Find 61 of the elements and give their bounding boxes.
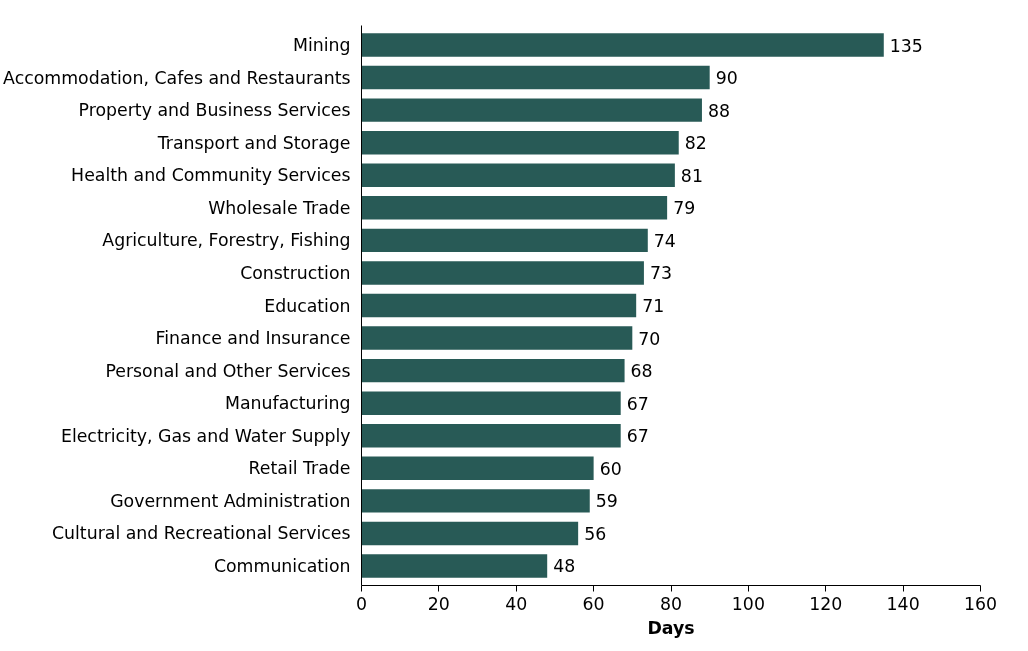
data-label: 56 bbox=[584, 523, 607, 544]
data-label: 68 bbox=[630, 361, 653, 382]
x-tick-label: 40 bbox=[505, 593, 528, 614]
data-label: 48 bbox=[553, 556, 576, 577]
y-tick-label: Government Administration bbox=[110, 490, 351, 511]
y-tick-label: Retail Trade bbox=[248, 458, 351, 479]
bar bbox=[361, 65, 710, 90]
data-label: 81 bbox=[680, 165, 703, 186]
bar bbox=[361, 33, 884, 57]
x-tick-label: 100 bbox=[731, 593, 765, 614]
x-axis-title: Days bbox=[647, 617, 695, 638]
data-label: 59 bbox=[595, 491, 618, 512]
data-label: 73 bbox=[649, 263, 672, 284]
bar bbox=[361, 196, 668, 220]
data-label: 79 bbox=[673, 198, 696, 219]
data-label: 90 bbox=[715, 68, 738, 89]
data-label: 82 bbox=[684, 133, 707, 154]
data-label: 74 bbox=[653, 230, 676, 251]
x-tick-label: 60 bbox=[582, 593, 605, 614]
x-tick-label: 140 bbox=[886, 593, 920, 614]
data-label: 88 bbox=[707, 100, 731, 121]
data-label: 67 bbox=[626, 393, 649, 414]
y-tick-label: Construction bbox=[240, 262, 351, 283]
bar bbox=[361, 554, 548, 578]
data-label: 67 bbox=[626, 426, 649, 447]
y-tick-label: Communication bbox=[213, 555, 351, 576]
y-tick-label: Transport and Storage bbox=[156, 132, 351, 153]
x-tick-label: 0 bbox=[355, 593, 368, 614]
data-label: 71 bbox=[642, 296, 665, 316]
bar bbox=[361, 424, 621, 448]
x-tick-label: 80 bbox=[659, 593, 683, 614]
bar bbox=[361, 261, 644, 285]
bar bbox=[361, 489, 590, 513]
x-tick-label: 120 bbox=[809, 593, 843, 614]
y-tick-label: Manufacturing bbox=[225, 393, 351, 414]
bar bbox=[361, 130, 679, 155]
y-tick-label: Property and Business Services bbox=[78, 100, 351, 121]
bar bbox=[361, 521, 579, 546]
bar bbox=[361, 293, 637, 318]
bar bbox=[361, 163, 675, 187]
bar bbox=[361, 358, 625, 383]
y-tick-label: Health and Community Services bbox=[71, 165, 351, 186]
data-label: 135 bbox=[889, 35, 923, 56]
y-tick-label: Wholesale Trade bbox=[208, 197, 351, 218]
data-label: 60 bbox=[599, 458, 622, 479]
y-tick-label: Agriculture, Forestry, Fishing bbox=[102, 230, 351, 251]
bar bbox=[361, 326, 633, 350]
y-tick-label: Electricity, Gas and Water Supply bbox=[60, 425, 351, 446]
y-tick-label: Mining bbox=[292, 35, 351, 56]
x-tick-label: 160 bbox=[963, 593, 998, 614]
y-tick-label: Cultural and Recreational Services bbox=[51, 523, 351, 544]
y-tick-label: Personal and Other Services bbox=[105, 360, 351, 381]
y-tick-label: Education bbox=[264, 295, 351, 316]
x-tick-label: 20 bbox=[427, 593, 450, 614]
bar bbox=[361, 98, 702, 122]
bar bbox=[361, 391, 621, 415]
y-tick-label: Accommodation, Cafes and Restaurants bbox=[3, 67, 351, 88]
data-label: 70 bbox=[638, 328, 661, 349]
bar bbox=[361, 456, 594, 481]
bar bbox=[361, 228, 648, 253]
y-tick-label: Finance and Insurance bbox=[155, 328, 351, 349]
